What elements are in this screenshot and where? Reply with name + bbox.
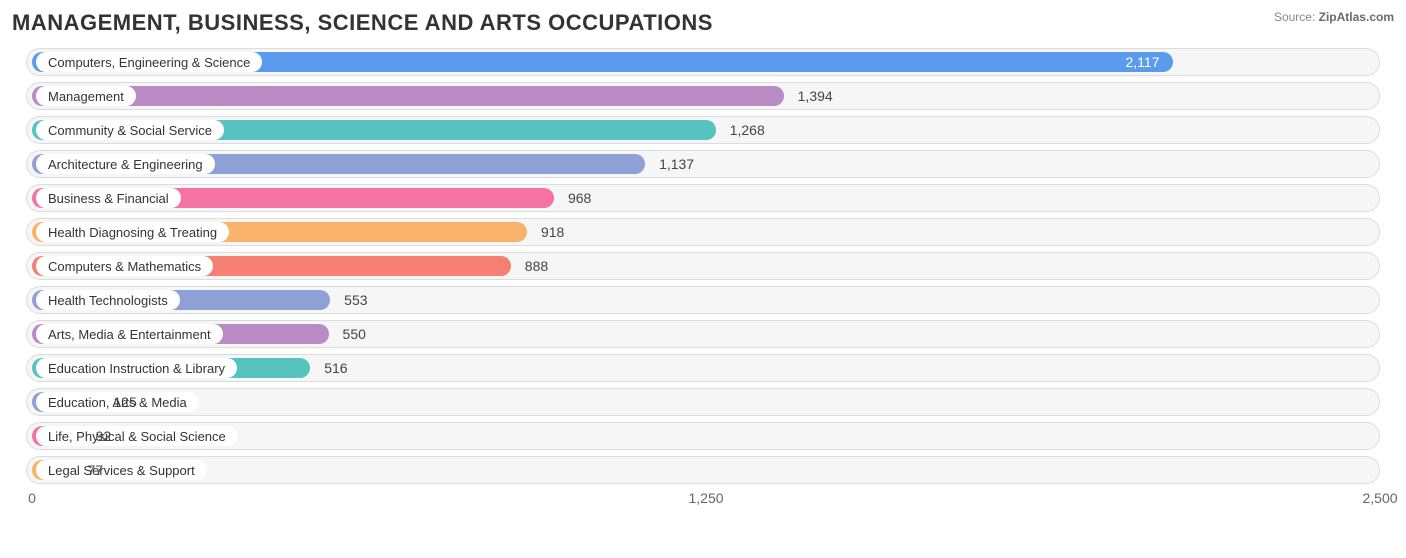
bar-label: Life, Physical & Social Science bbox=[36, 426, 238, 446]
bar-value: 1,137 bbox=[659, 150, 694, 178]
bar-track bbox=[26, 388, 1380, 416]
chart-row: Management 1,394 bbox=[12, 82, 1394, 110]
bar-value: 516 bbox=[324, 354, 347, 382]
x-axis: 0 1,250 2,500 bbox=[12, 490, 1394, 512]
x-axis-tick: 2,500 bbox=[1362, 490, 1397, 506]
bar-label: Architecture & Engineering bbox=[36, 154, 215, 174]
chart-row: Health Diagnosing & Treating 918 bbox=[12, 218, 1394, 246]
bar-label: Arts, Media & Entertainment bbox=[36, 324, 223, 344]
chart-row: Community & Social Service 1,268 bbox=[12, 116, 1394, 144]
bar-chart: Computers, Engineering & Science 2,117 Man… bbox=[12, 48, 1394, 484]
bar-value: 77 bbox=[88, 456, 104, 484]
bar-label: Community & Social Service bbox=[36, 120, 224, 140]
bar-value: 553 bbox=[344, 286, 367, 314]
bar-value: 1,394 bbox=[798, 82, 833, 110]
chart-row: Computers & Mathematics 888 bbox=[12, 252, 1394, 280]
bar-value: 1,268 bbox=[730, 116, 765, 144]
chart-row: Life, Physical & Social Science92 bbox=[12, 422, 1394, 450]
source-site: ZipAtlas.com bbox=[1319, 10, 1394, 24]
bar-track bbox=[26, 456, 1380, 484]
bar-value: 888 bbox=[525, 252, 548, 280]
chart-row: Computers, Engineering & Science 2,117 bbox=[12, 48, 1394, 76]
chart-header: MANAGEMENT, BUSINESS, SCIENCE AND ARTS O… bbox=[12, 10, 1394, 36]
chart-row: Arts, Media & Entertainment 550 bbox=[12, 320, 1394, 348]
source-label: Source: bbox=[1274, 10, 1315, 24]
bar-label: Management bbox=[36, 86, 136, 106]
bar-label: Education Instruction & Library bbox=[36, 358, 237, 378]
bar-label: Health Diagnosing & Treating bbox=[36, 222, 229, 242]
chart-title: MANAGEMENT, BUSINESS, SCIENCE AND ARTS O… bbox=[12, 10, 713, 36]
chart-row: Architecture & Engineering 1,137 bbox=[12, 150, 1394, 178]
bar-value: 550 bbox=[343, 320, 366, 348]
bar-label: Computers & Mathematics bbox=[36, 256, 213, 276]
chart-row: Health Technologists 553 bbox=[12, 286, 1394, 314]
chart-row: Business & Financial 968 bbox=[12, 184, 1394, 212]
bar-label: Computers, Engineering & Science bbox=[36, 52, 262, 72]
x-axis-tick: 1,250 bbox=[688, 490, 723, 506]
bar-label: Health Technologists bbox=[36, 290, 180, 310]
bar-value: 918 bbox=[541, 218, 564, 246]
chart-row: Education, Arts & Media125 bbox=[12, 388, 1394, 416]
bar-value: 968 bbox=[568, 184, 591, 212]
x-axis-tick: 0 bbox=[28, 490, 36, 506]
bar-label: Business & Financial bbox=[36, 188, 181, 208]
bar-value: 125 bbox=[113, 388, 136, 416]
bar-value: 2,117 bbox=[1126, 48, 1160, 76]
bar-value: 92 bbox=[96, 422, 112, 450]
bar-label: Legal Services & Support bbox=[36, 460, 207, 480]
chart-row: Legal Services & Support77 bbox=[12, 456, 1394, 484]
bar-fill bbox=[32, 86, 784, 106]
chart-source: Source: ZipAtlas.com bbox=[1274, 10, 1394, 26]
chart-row: Education Instruction & Library 516 bbox=[12, 354, 1394, 382]
